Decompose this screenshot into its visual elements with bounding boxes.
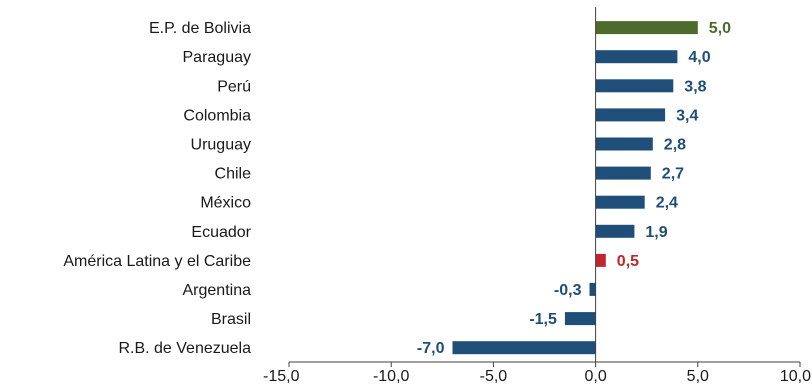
category-label-r-b-de-venezuela: R.B. de Venezuela (118, 340, 251, 357)
category-label-paraguay: Paraguay (183, 49, 252, 66)
value-label-paraguay: 4,0 (688, 49, 710, 66)
bar-america-latina-y-el-caribe (595, 253, 606, 267)
x-tick-label: -15,0 (263, 368, 300, 384)
category-label-argentina: Argentina (183, 282, 252, 299)
bar-mexico (595, 195, 645, 209)
labels-group: E.P. de Bolivia 5,0 Paraguay 4,0 Perú 3,8 Colo… (63, 20, 731, 357)
category-label-ecuador: Ecuador (191, 224, 251, 241)
category-label-e-p-de-bolivia: E.P. de Bolivia (149, 20, 251, 37)
value-label-brasil: -1,5 (529, 311, 557, 328)
x-tick-label: 5,0 (687, 368, 709, 384)
category-label-chile: Chile (215, 166, 252, 183)
value-label-e-p-de-bolivia: 5,0 (709, 20, 731, 37)
bar-brasil (564, 312, 596, 326)
category-label-peru: Perú (217, 78, 251, 95)
x-tick-label: 0,0 (584, 368, 606, 384)
value-label-argentina: -0,3 (554, 282, 582, 299)
bar-r-b-de-venezuela (452, 341, 596, 355)
bar-ecuador (595, 224, 635, 238)
x-tick-label: -10,0 (373, 368, 410, 384)
category-label-colombia: Colombia (183, 107, 251, 124)
value-label-ecuador: 1,9 (645, 224, 667, 241)
value-label-chile: 2,7 (662, 166, 684, 183)
bar-uruguay (595, 137, 653, 151)
value-label-r-b-de-venezuela: -7,0 (417, 340, 445, 357)
value-label-uruguay: 2,8 (664, 137, 686, 154)
value-label-mexico: 2,4 (656, 195, 678, 212)
value-label-america-latina-y-el-caribe: 0,5 (617, 253, 639, 270)
bar-chile (595, 166, 651, 180)
bar-peru (595, 79, 674, 93)
bar-paraguay (595, 50, 678, 64)
bar-e-p-de-bolivia (595, 21, 698, 35)
x-tick-label: 10,0 (780, 368, 811, 384)
bar-argentina (589, 282, 596, 296)
value-label-peru: 3,8 (684, 78, 706, 95)
bars-group (452, 21, 698, 355)
category-label-america-latina-y-el-caribe: América Latina y el Caribe (63, 253, 251, 270)
x-tick-label: -5,0 (480, 368, 508, 384)
category-label-mexico: México (200, 195, 251, 212)
category-label-uruguay: Uruguay (191, 137, 251, 154)
bar-colombia (595, 108, 666, 122)
value-label-colombia: 3,4 (676, 107, 698, 124)
category-label-brasil: Brasil (211, 311, 251, 328)
axis-group: -15,0 -10,0 -5,0 0,0 5,0 10,0 (263, 7, 811, 384)
